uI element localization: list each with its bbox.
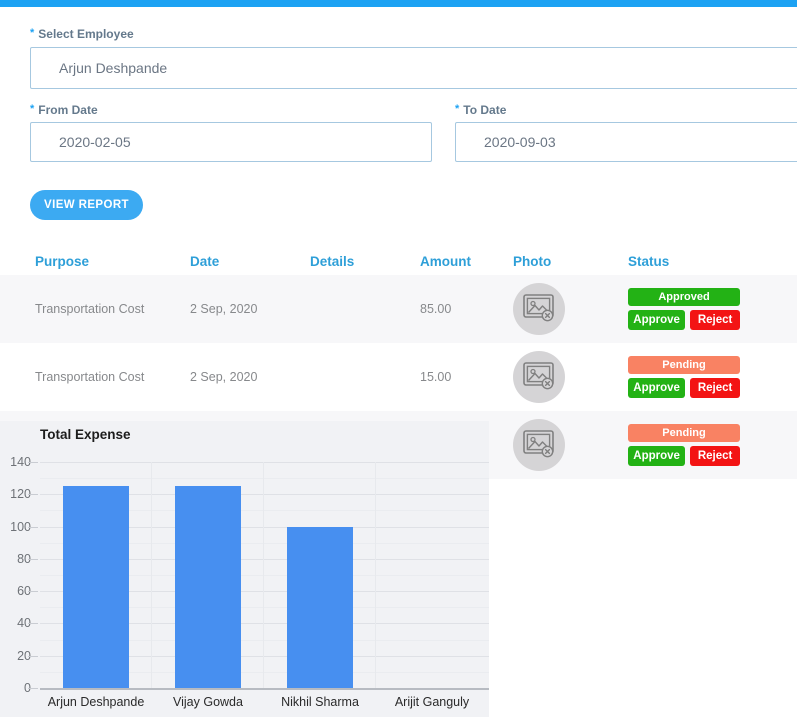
status-badge: Pending [628, 424, 740, 442]
required-asterisk: * [30, 103, 35, 115]
chart-y-tick-label: 40 [17, 616, 31, 631]
from-date-label: * From Date [30, 103, 98, 117]
chart-title: Total Expense [40, 427, 131, 442]
chart-bar [62, 486, 129, 688]
chart-category-slot [40, 462, 152, 688]
chart-gridline [40, 462, 489, 463]
reject-button[interactable]: Reject [690, 446, 740, 466]
receipt-photo-thumbnail[interactable] [513, 283, 565, 335]
chart-x-label: Arijit Ganguly [394, 695, 470, 709]
broken-image-icon [522, 429, 556, 462]
header-status: Status [628, 253, 670, 269]
total-expense-chart: Total Expense 0 20 40 60 80 100 120 140 Arjun D… [0, 421, 489, 717]
chart-gridline [40, 510, 489, 512]
to-date-input[interactable] [455, 122, 797, 162]
table-row: Transportation Cost 2 Sep, 2020 15.00 Pe… [0, 343, 797, 411]
chart-y-tick-mark [28, 623, 38, 625]
photo-cell [502, 419, 628, 471]
photo-cell [502, 351, 628, 403]
header-details: Details [310, 253, 355, 269]
chart-gridline [40, 671, 489, 673]
chart-category-slot [264, 462, 376, 688]
header-date: Date [190, 253, 220, 269]
chart-gridline [40, 639, 489, 641]
chart-bar [286, 526, 353, 688]
chart-y-tick-mark [28, 655, 38, 657]
broken-image-icon [522, 361, 556, 394]
chart-gridline [40, 575, 489, 576]
chart-xlabels: Arjun Deshpande Vijay Gowda Nikhil Sharma A… [40, 695, 489, 709]
chart-x-label: Arjun Deshpande [47, 695, 145, 709]
chart-y-tick-label: 80 [17, 551, 31, 566]
status-cell: Approved Approve Reject [628, 288, 797, 330]
chart-gridline [40, 655, 489, 657]
header-purpose: Purpose [35, 253, 90, 269]
chart-bar [174, 486, 241, 688]
chart-gridline [40, 607, 489, 609]
select-employee-input[interactable] [30, 47, 797, 89]
approve-button[interactable]: Approve [628, 310, 686, 330]
amount-cell: 85.00 [420, 302, 452, 316]
chart-y-tick-label: 0 [24, 681, 31, 695]
status-cell: Pending Approve Reject [628, 424, 797, 466]
chart-y-tick-mark [28, 494, 38, 496]
required-asterisk: * [455, 103, 460, 115]
approve-button[interactable]: Approve [628, 378, 686, 398]
header-photo: Photo [513, 253, 552, 269]
view-report-button[interactable]: VIEW REPORT [30, 190, 143, 220]
purpose-cell: Transportation Cost [35, 370, 145, 384]
status-badge: Pending [628, 356, 740, 374]
date-cell: 2 Sep, 2020 [190, 302, 258, 316]
required-asterisk: * [30, 27, 35, 39]
chart-y-tick-label: 60 [17, 584, 31, 599]
purpose-cell: Transportation Cost [35, 302, 145, 316]
reject-button[interactable]: Reject [690, 310, 740, 330]
chart-y-tick-mark [28, 462, 38, 463]
chart-gridline [40, 542, 489, 544]
table-row: Transportation Cost 2 Sep, 2020 85.00 Ap… [0, 275, 797, 343]
status-cell: Pending Approve Reject [628, 356, 797, 398]
chart-x-label: Nikhil Sharma [281, 695, 359, 709]
chart-y-tick-mark [28, 526, 38, 528]
chart-plot [28, 462, 489, 690]
reject-button[interactable]: Reject [690, 378, 740, 398]
photo-cell [502, 283, 628, 335]
chart-gridline [40, 526, 489, 528]
date-cell: 2 Sep, 2020 [190, 370, 258, 384]
chart-bars [40, 462, 489, 688]
chart-y-tick-label: 20 [17, 648, 31, 663]
chart-category-slot [152, 462, 264, 688]
table-header-row: Purpose Date Details Amount Photo Status [0, 247, 797, 275]
chart-y-tick-label: 140 [10, 455, 31, 469]
status-badge: Approved [628, 288, 740, 306]
chart-x-label: Vijay Gowda [173, 695, 243, 709]
chart-gridline [40, 478, 489, 480]
broken-image-icon [522, 293, 556, 326]
chart-gridline [40, 591, 489, 593]
chart-y-tick-mark [28, 688, 38, 689]
chart-y-tick-label: 120 [10, 487, 31, 502]
header-amount: Amount [420, 253, 471, 269]
chart-y-tick-label: 100 [10, 519, 31, 534]
receipt-photo-thumbnail[interactable] [513, 351, 565, 403]
chart-y-tick-mark [28, 558, 38, 560]
top-accent-bar [0, 0, 797, 7]
chart-gridline [40, 623, 489, 625]
chart-category-slot [376, 462, 488, 688]
amount-cell: 15.00 [420, 370, 452, 384]
chart-gridline [40, 558, 489, 560]
chart-y-tick-mark [28, 591, 38, 593]
to-date-label: * To Date [455, 103, 507, 117]
from-date-input[interactable] [30, 122, 432, 162]
receipt-photo-thumbnail[interactable] [513, 419, 565, 471]
chart-gridline [40, 688, 489, 690]
select-employee-label: * Select Employee [30, 27, 134, 41]
chart-gridline [40, 494, 489, 496]
approve-button[interactable]: Approve [628, 446, 686, 466]
